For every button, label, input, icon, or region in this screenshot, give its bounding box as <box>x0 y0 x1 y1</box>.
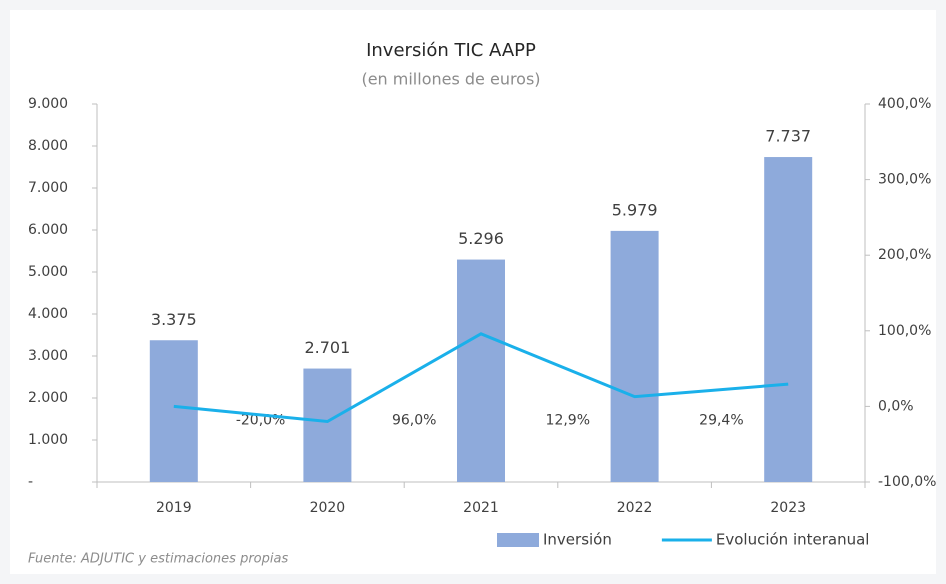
x-tick-label: 2022 <box>617 500 653 516</box>
bar-label: 7.737 <box>765 127 811 146</box>
line-label: 12,9% <box>546 412 590 428</box>
legend-label: Inversión <box>543 531 612 549</box>
y2-tick-label: 400,0% <box>878 96 931 112</box>
x-tick-label: 2021 <box>463 500 499 516</box>
y-tick-label: - <box>28 474 33 490</box>
y-tick-label: 9.000 <box>28 96 68 112</box>
x-tick-label: 2020 <box>310 500 346 516</box>
line-label: 96,0% <box>392 412 436 428</box>
bar <box>764 157 813 482</box>
y-tick-label: 6.000 <box>28 222 68 238</box>
y-tick-label: 1.000 <box>28 432 68 448</box>
source: Fuente: ADJUTIC y estimaciones propias <box>28 552 288 567</box>
bar-label: 5.296 <box>458 229 504 248</box>
y-tick-label: 5.000 <box>28 264 68 280</box>
y2-tick-label: 300,0% <box>878 172 931 188</box>
bar <box>303 368 352 482</box>
legend-swatch <box>497 533 539 547</box>
y2-tick-label: -100,0% <box>878 474 936 490</box>
x-tick-label: 2023 <box>770 500 806 516</box>
line <box>173 332 789 424</box>
y-tick-label: 3.000 <box>28 348 68 364</box>
chart-title: Inversión TIC AAPP <box>366 40 536 61</box>
y-tick-label: 7.000 <box>28 180 68 196</box>
bar-label: 5.979 <box>612 200 658 219</box>
legend-label: Evolución interanual <box>716 531 870 549</box>
bar-label: 2.701 <box>304 338 350 357</box>
y-tick-label: 2.000 <box>28 390 68 406</box>
bar-label: 3.375 <box>151 310 197 329</box>
y-tick-label: 4.000 <box>28 306 68 322</box>
y2-tick-label: 100,0% <box>878 323 931 339</box>
x-tick-label: 2019 <box>156 500 192 516</box>
bar <box>610 230 659 482</box>
line-label: 29,4% <box>699 412 743 428</box>
bar <box>457 259 505 482</box>
bar <box>149 340 198 482</box>
y-tick-label: 8.000 <box>28 138 68 154</box>
chart-subtitle: (en millones de euros) <box>361 70 540 89</box>
y2-tick-label: 200,0% <box>878 247 931 263</box>
y2-tick-label: 0,0% <box>878 398 914 414</box>
